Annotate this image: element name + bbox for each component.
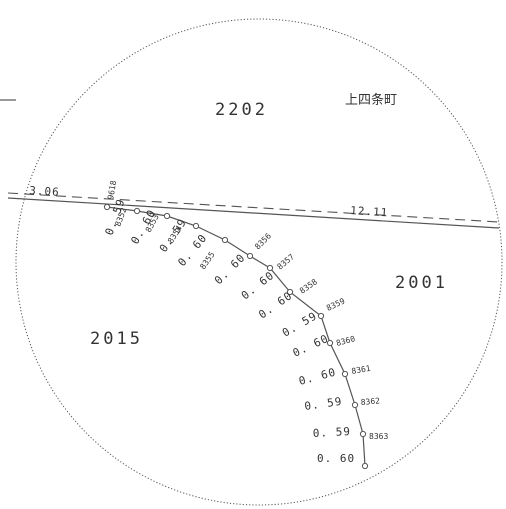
boundary-layer xyxy=(0,18,503,506)
segment-distance-label: 0. 60 xyxy=(212,251,248,287)
survey-point-label: 8361 xyxy=(351,364,372,376)
segment-distance-label: 0. 59 xyxy=(304,395,344,413)
boundary-curve xyxy=(106,206,366,467)
survey-point-label: 9618 xyxy=(106,180,118,201)
road-dashed-line xyxy=(7,192,500,223)
label-layer: 2202 2001 2015 上四条町 xyxy=(90,92,448,349)
survey-point-marker xyxy=(266,264,274,272)
segment-distance-label: 0. 60 xyxy=(297,365,337,387)
survey-point-label: 8357 xyxy=(276,252,297,271)
survey-point-label: 8356 xyxy=(253,231,273,251)
survey-point-marker xyxy=(103,203,111,211)
survey-point-marker xyxy=(341,370,349,378)
survey-point-label: 8359 xyxy=(325,296,346,312)
survey-point-marker xyxy=(359,430,367,438)
survey-point-label: 8362 xyxy=(360,396,380,407)
survey-point-marker xyxy=(326,339,334,347)
segment-distance-label: 0. 59 xyxy=(280,309,320,339)
survey-point-label: 8360 xyxy=(335,334,356,348)
survey-point-marker xyxy=(192,222,200,230)
survey-point-marker xyxy=(246,252,254,260)
parcel-label-north: 2202 xyxy=(215,100,268,120)
survey-point-label: 8358 xyxy=(298,277,319,296)
survey-point-marker xyxy=(133,207,141,215)
survey-point-marker xyxy=(317,312,325,320)
segment-distance-label: 0. 60 xyxy=(317,452,355,465)
survey-point-label: 8355 xyxy=(198,250,217,271)
segment-distance-label: 0. 60 xyxy=(291,332,331,360)
segment-distance-label: 0. 59 xyxy=(312,425,351,440)
survey-point-marker xyxy=(163,212,171,220)
segment-distance-label: 0. 60 xyxy=(256,289,295,322)
map-boundary-circle xyxy=(15,18,503,506)
boundary-curve-line xyxy=(106,206,366,467)
town-name-label: 上四条町 xyxy=(345,92,397,108)
road-layer: 3.06 12.11 xyxy=(7,184,500,229)
survey-point-marker xyxy=(361,462,369,470)
road-right-label: 12.11 xyxy=(350,204,389,219)
survey-point-label: 8363 xyxy=(369,432,388,441)
road-left-label: 3.06 xyxy=(29,184,60,199)
survey-point-marker xyxy=(221,236,229,244)
parcel-label-west: 2015 xyxy=(90,329,143,349)
road-edge-line xyxy=(7,197,500,229)
survey-point-marker xyxy=(351,401,359,409)
survey-point-marker xyxy=(286,288,294,296)
parcel-label-east: 2001 xyxy=(395,273,448,293)
segment-distance-label: 0. 60 xyxy=(239,269,277,303)
